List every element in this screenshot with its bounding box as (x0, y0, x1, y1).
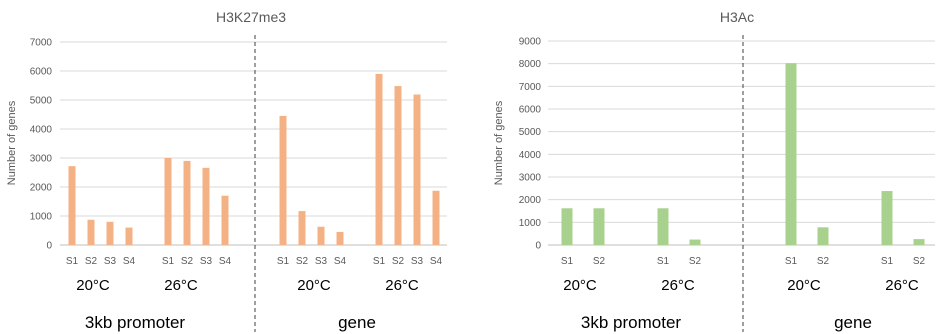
x-tick-label: S3 (104, 256, 117, 267)
y-tick-label: 6000 (30, 67, 53, 78)
region-label: gene (338, 313, 376, 332)
bar (561, 208, 573, 245)
chart-h3k27me3: H3K27me3 Number of genes 0 1000 2000 3000 40… (6, 9, 447, 332)
y-tick-label: 4000 (519, 150, 542, 161)
y-axis-label: Number of genes (6, 100, 18, 185)
bar (817, 227, 829, 245)
bar (593, 208, 605, 245)
y-tick-label: 6000 (519, 105, 542, 116)
y-tick-label: 5000 (519, 127, 542, 138)
x-tick-label: S3 (315, 256, 328, 267)
bar (298, 211, 306, 245)
bar (913, 239, 925, 245)
gridlines (548, 40, 935, 246)
y-tick-label: 2000 (519, 195, 542, 206)
x-tick-label: S2 (689, 256, 702, 267)
y-tick-label: 1000 (30, 212, 53, 223)
chart-title: H3Ac (720, 9, 754, 25)
y-tick-labels: 0 1000 2000 3000 4000 5000 6000 7000 (30, 38, 53, 252)
y-tick-label: 2000 (30, 183, 53, 194)
bar (432, 190, 440, 245)
x-tick-labels: S1 S2 S3 S4 S1 S2 S3 S4 S1 S2 S3 S4 S1 S2 S3 S4 (66, 256, 443, 267)
temperature-label: 20°C (787, 277, 821, 294)
bar (657, 208, 669, 245)
bar (183, 160, 191, 245)
bar (279, 115, 287, 245)
bar (785, 63, 797, 245)
x-tick-label: S1 (561, 256, 574, 267)
bar (881, 191, 893, 245)
temperature-label: 26°C (661, 277, 695, 294)
y-tick-label: 7000 (519, 82, 542, 93)
bar (202, 167, 210, 245)
x-tick-label: S1 (785, 256, 798, 267)
bar (689, 239, 701, 245)
region-label: gene (834, 313, 872, 332)
y-tick-label: 4000 (30, 125, 53, 136)
bar (68, 166, 76, 245)
temperature-label: 20°C (297, 277, 331, 294)
x-tick-label: S4 (334, 256, 347, 267)
y-tick-label: 5000 (30, 96, 53, 107)
bar (125, 227, 133, 245)
y-tick-label: 9000 (519, 37, 542, 48)
bar (164, 158, 172, 245)
temperature-label: 26°C (385, 277, 419, 294)
x-tick-label: S1 (66, 256, 79, 267)
y-tick-labels: 0 1000 2000 3000 4000 5000 6000 7000 8000 9000 (519, 37, 542, 252)
bar (221, 195, 229, 245)
bar (394, 86, 402, 245)
x-tick-label: S1 (162, 256, 175, 267)
y-tick-label: 8000 (519, 59, 542, 70)
x-tick-label: S2 (181, 256, 194, 267)
x-tick-labels: S1 S2 S1 S2 S1 S2 S1 S2 (561, 256, 926, 267)
x-tick-label: S1 (277, 256, 290, 267)
y-axis-label: Number of genes (493, 100, 505, 185)
chart-title: H3K27me3 (216, 9, 286, 25)
bar (375, 73, 383, 246)
y-tick-label: 3000 (519, 173, 542, 184)
bar (87, 219, 95, 245)
bar (317, 226, 325, 245)
x-tick-label: S1 (373, 256, 386, 267)
x-tick-label: S2 (913, 256, 926, 267)
x-tick-label: S2 (296, 256, 309, 267)
bar (336, 231, 344, 245)
region-label: 3kb promoter (85, 313, 185, 332)
x-tick-label: S1 (657, 256, 670, 267)
chart-h3ac: H3Ac Number of genes 0 1000 2000 3000 4000 50… (493, 9, 935, 332)
temperature-label: 20°C (563, 277, 597, 294)
x-tick-label: S2 (85, 256, 98, 267)
x-tick-label: S1 (881, 256, 894, 267)
temperature-label: 26°C (885, 277, 919, 294)
y-tick-label: 0 (535, 241, 541, 252)
temperature-label: 26°C (164, 277, 198, 294)
x-tick-label: S3 (411, 256, 424, 267)
x-tick-label: S2 (817, 256, 830, 267)
x-tick-label: S2 (392, 256, 405, 267)
bar (413, 94, 421, 246)
bar (106, 221, 114, 245)
x-tick-label: S2 (593, 256, 606, 267)
x-tick-label: S3 (200, 256, 213, 267)
temperature-label: 20°C (76, 277, 110, 294)
y-tick-label: 7000 (30, 38, 53, 49)
y-tick-label: 0 (46, 241, 52, 252)
gridlines (60, 41, 447, 246)
x-tick-label: S4 (430, 256, 443, 267)
x-tick-label: S4 (219, 256, 232, 267)
bars (68, 73, 440, 246)
region-label: 3kb promoter (581, 313, 681, 332)
y-tick-label: 3000 (30, 154, 53, 165)
bars (561, 63, 925, 245)
y-tick-label: 1000 (519, 218, 542, 229)
x-tick-label: S4 (123, 256, 136, 267)
